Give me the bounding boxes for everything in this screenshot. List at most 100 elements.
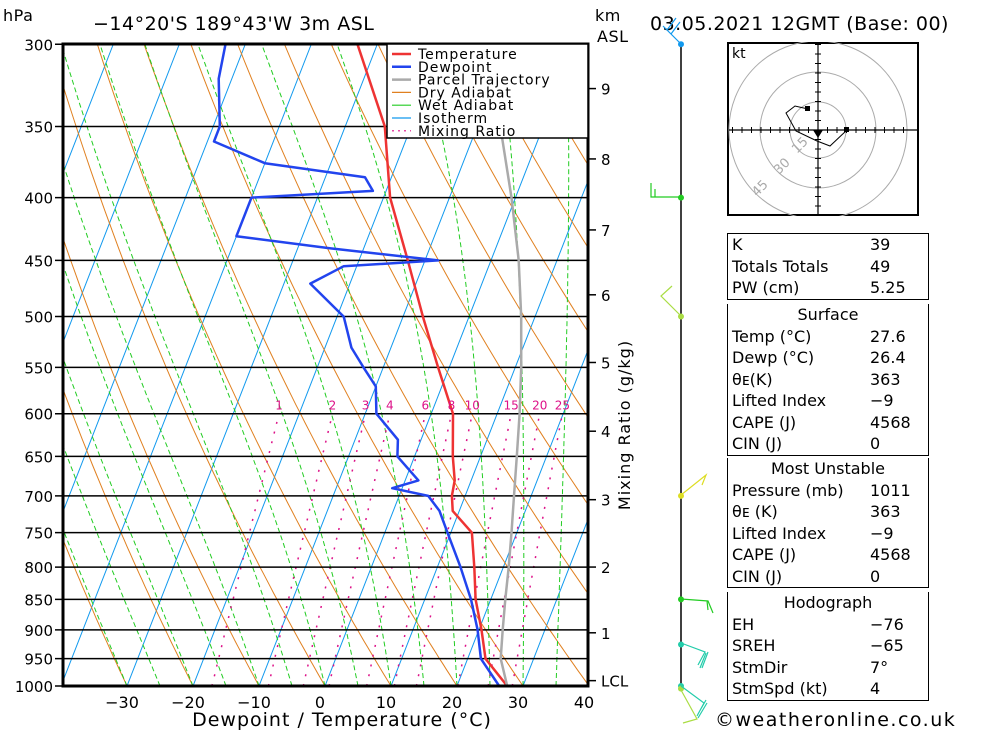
stat-value: 7° — [870, 657, 889, 677]
wet-adiabat-line — [419, 44, 491, 686]
km-tick-label: 3 — [601, 492, 611, 510]
mixing-ratio-label: 10 — [465, 399, 480, 413]
km-tick-label: 4 — [601, 423, 611, 441]
stat-label: Lifted Index — [732, 391, 827, 410]
stat-value: 363 — [870, 369, 901, 389]
legend-label: Dry Adiabat — [418, 85, 512, 101]
wind-barb-point — [678, 641, 684, 648]
stat-label: Totals Totals — [732, 256, 829, 276]
mixing-ratio-line — [393, 413, 453, 686]
dry-adiabat-line — [424, 44, 588, 333]
isotherm-line — [258, 44, 510, 686]
stat-value: 4568 — [870, 412, 911, 432]
stat-value: −9 — [870, 391, 894, 410]
stat-row: PW (cm) 5.25 — [728, 277, 928, 299]
stat-value: 26.4 — [870, 348, 906, 367]
wind-barb — [680, 598, 714, 614]
isotherm-line — [192, 44, 444, 686]
temperature-tick-label: 40 — [574, 693, 594, 712]
stat-row: Pressure (mb) 1011 — [728, 480, 928, 502]
stat-label: θᴇ (K) — [732, 502, 778, 521]
mixing-ratio-line — [267, 413, 334, 686]
stat-row: Totals Totals 49 — [728, 256, 928, 278]
mixing-ratio-label: 8 — [448, 399, 456, 413]
pressure-tick-label: 500 — [24, 309, 53, 327]
dry-adiabat-line — [63, 83, 326, 686]
stat-label: Temp (°C) — [732, 326, 812, 346]
pressure-tick-label: 950 — [24, 651, 53, 669]
stat-value: 0 — [870, 566, 881, 586]
dry-adiabat-line — [377, 44, 588, 419]
mixing-ratio-label: 2 — [329, 399, 337, 413]
most-unstable-title: Most Unstable — [771, 459, 885, 478]
pressure-tick-label: 550 — [24, 359, 53, 377]
hodograph-trace — [785, 105, 848, 147]
mixing-ratio-axis-title: Mixing Ratio (g/kg) — [615, 340, 634, 510]
wind-barb — [680, 473, 708, 496]
wet-adiabat-line — [336, 44, 458, 686]
stat-value: 39 — [870, 235, 891, 254]
stat-row: Lifted Index −9 — [728, 390, 928, 412]
isotherm-line — [522, 517, 588, 686]
isotherm-line — [63, 44, 180, 344]
wind-barb-point — [678, 194, 684, 201]
dry-adiabat-line — [330, 44, 588, 506]
pressure-tick-label: 300 — [24, 36, 53, 54]
dry-adiabat-line — [471, 44, 588, 249]
surface-title: Surface — [797, 305, 859, 324]
stat-label: CAPE (J) — [732, 545, 797, 564]
height-axis-unit-km: km — [595, 6, 621, 25]
stat-label: K — [732, 235, 743, 254]
pressure-tick-label: 650 — [24, 448, 53, 466]
wet-adiabat-line — [261, 44, 425, 686]
hodograph-stats-panel: Hodograph EH −76 SREH −65 StmDir 7° StmSpd (kt… — [727, 592, 929, 701]
legend-label: Mixing Ratio — [418, 124, 516, 140]
wind-barb — [680, 685, 708, 719]
legend-label: Parcel Trajectory — [418, 73, 551, 89]
wet-adiabat-line — [99, 44, 326, 686]
mixing-ratio-label: 1 — [275, 399, 283, 413]
most-unstable-panel: Most Unstable Pressure (mb) 1011 θᴇ (K) 363… — [727, 458, 929, 588]
wet-adiabat-line — [498, 44, 525, 686]
stat-row: θᴇ(K) 363 — [728, 369, 928, 391]
mixing-ratio-line — [211, 413, 280, 686]
isotherm-line — [390, 179, 588, 686]
profiles — [212, 44, 523, 686]
stat-label: θᴇ(K) — [732, 369, 773, 389]
hodograph-start-marker — [844, 127, 849, 132]
dry-adiabat-line — [986, 44, 1000, 686]
mixing-ratio-label: 6 — [422, 399, 430, 413]
stat-label: EH — [732, 614, 755, 634]
hodograph-end-marker — [805, 106, 810, 111]
stat-row: Lifted Index −9 — [728, 523, 928, 545]
legend-label: Temperature — [417, 47, 518, 63]
stat-row: StmDir 7° — [728, 657, 928, 679]
pressure-tick-label: 800 — [24, 559, 53, 577]
km-tick-label: 8 — [601, 151, 611, 169]
wet-adiabat-line — [555, 44, 570, 686]
copyright: ©weatheronline.co.uk — [715, 709, 957, 731]
stat-value: 0 — [870, 434, 881, 453]
wet-adiabat-line — [63, 47, 293, 686]
parcel-trajectory-line — [499, 126, 523, 686]
stat-label: StmDir — [732, 657, 788, 677]
stat-row: Dewp (°C) 26.4 — [728, 347, 928, 369]
hodograph-unit: kt — [732, 46, 746, 62]
wet-adiabat-line — [63, 161, 260, 686]
stat-value: 4 — [870, 679, 881, 698]
temperature-tick-label: 30 — [508, 693, 528, 712]
km-tick-label: 1 — [601, 625, 611, 643]
hodograph-stats-title: Hodograph — [783, 593, 873, 612]
mixing-ratio-line — [365, 413, 427, 686]
wind-barb — [680, 689, 698, 724]
wind-barb — [680, 642, 709, 669]
stat-row: Temp (°C) 27.6 — [728, 326, 928, 348]
stat-value: −9 — [870, 523, 894, 543]
temperature-tick-label: −20 — [171, 693, 205, 712]
stat-row: CIN (J) 0 — [728, 566, 928, 588]
wind-barb — [660, 285, 682, 317]
wet-adiabat-line — [144, 44, 359, 686]
datetime-title: 03.05.2021 12GMT (Base: 00) — [650, 13, 949, 35]
pressure-tick-label: 450 — [24, 252, 53, 270]
